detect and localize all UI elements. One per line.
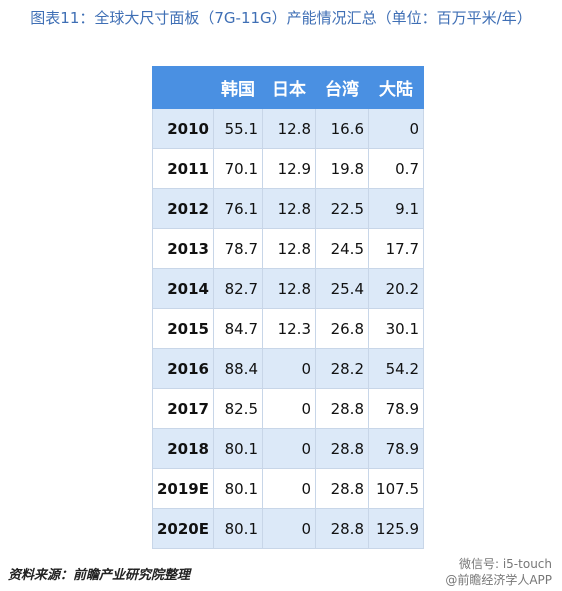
value-cell: 0 xyxy=(262,428,316,469)
data-table: 韩国 日本 台湾 大陆 2010 55.1 12.8 16.6 0 2011 70.1 12.9 19… xyxy=(152,66,424,549)
value-cell: 28.8 xyxy=(315,388,369,429)
value-cell: 12.8 xyxy=(262,108,316,149)
value-cell: 0 xyxy=(262,468,316,509)
year-cell: 2018 xyxy=(152,428,214,469)
value-cell: 55.1 xyxy=(213,108,263,149)
value-cell: 88.4 xyxy=(213,348,263,389)
column-header: 台湾 xyxy=(315,66,369,109)
title: 图表11：全球大尺寸面板（7G-11G）产能情况汇总（单位：百万平米/年） xyxy=(30,9,532,27)
value-cell: 107.5 xyxy=(368,468,424,509)
value-cell: 80.1 xyxy=(213,428,263,469)
value-cell: 25.4 xyxy=(315,268,369,309)
column-header: 大陆 xyxy=(368,66,424,109)
value-cell: 16.6 xyxy=(315,108,369,149)
year-cell: 2010 xyxy=(152,108,214,149)
value-cell: 54.2 xyxy=(368,348,424,389)
column-header: 韩国 xyxy=(213,66,263,109)
value-cell: 78.9 xyxy=(368,428,424,469)
table-row: 2014 82.7 12.8 25.4 20.2 xyxy=(152,268,424,309)
value-cell: 20.2 xyxy=(368,268,424,309)
value-cell: 26.8 xyxy=(315,308,369,349)
year-cell: 2013 xyxy=(152,228,214,269)
value-cell: 24.5 xyxy=(315,228,369,269)
watermark-line: 微信号: i5-touch xyxy=(458,557,552,571)
source-note: 资料来源：前瞻产业研究院整理 xyxy=(8,568,191,583)
corner-cell xyxy=(152,66,214,109)
value-cell: 22.5 xyxy=(315,188,369,229)
value-cell: 12.8 xyxy=(262,188,316,229)
value-cell: 0 xyxy=(262,388,316,429)
value-cell: 0 xyxy=(262,348,316,389)
value-cell: 70.1 xyxy=(213,148,263,189)
table-row: 2013 78.7 12.8 24.5 17.7 xyxy=(152,228,424,269)
value-cell: 28.8 xyxy=(315,508,369,549)
year-cell: 2011 xyxy=(152,148,214,189)
table-row: 2017 82.5 0 28.8 78.9 xyxy=(152,388,424,429)
table-row: 2020E 80.1 0 28.8 125.9 xyxy=(152,508,424,549)
year-cell: 2019E xyxy=(152,468,214,509)
table-row: 2019E 80.1 0 28.8 107.5 xyxy=(152,468,424,509)
value-cell: 82.7 xyxy=(213,268,263,309)
value-cell: 82.5 xyxy=(213,388,263,429)
table-row: 2018 80.1 0 28.8 78.9 xyxy=(152,428,424,469)
value-cell: 80.1 xyxy=(213,468,263,509)
watermark: 微信号: i5-touch @前瞻经济学人APP xyxy=(445,556,552,588)
value-cell: 12.9 xyxy=(262,148,316,189)
header-row: 韩国 日本 台湾 大陆 xyxy=(152,66,424,109)
value-cell: 12.8 xyxy=(262,228,316,269)
table-row: 2012 76.1 12.8 22.5 9.1 xyxy=(152,188,424,229)
year-cell: 2016 xyxy=(152,348,214,389)
value-cell: 78.7 xyxy=(213,228,263,269)
value-cell: 28.8 xyxy=(315,468,369,509)
watermark-line: @前瞻经济学人APP xyxy=(445,573,552,587)
value-cell: 28.8 xyxy=(315,428,369,469)
value-cell: 0 xyxy=(368,108,424,149)
value-cell: 84.7 xyxy=(213,308,263,349)
value-cell: 76.1 xyxy=(213,188,263,229)
value-cell: 125.9 xyxy=(368,508,424,549)
table-row: 2015 84.7 12.3 26.8 30.1 xyxy=(152,308,424,349)
value-cell: 17.7 xyxy=(368,228,424,269)
value-cell: 0.7 xyxy=(368,148,424,189)
year-cell: 2014 xyxy=(152,268,214,309)
value-cell: 12.3 xyxy=(262,308,316,349)
value-cell: 12.8 xyxy=(262,268,316,309)
value-cell: 9.1 xyxy=(368,188,424,229)
table-row: 2011 70.1 12.9 19.8 0.7 xyxy=(152,148,424,189)
year-cell: 2017 xyxy=(152,388,214,429)
column-header: 日本 xyxy=(262,66,316,109)
year-cell: 2020E xyxy=(152,508,214,549)
value-cell: 30.1 xyxy=(368,308,424,349)
table-row: 2016 88.4 0 28.2 54.2 xyxy=(152,348,424,389)
year-cell: 2015 xyxy=(152,308,214,349)
table-row: 2010 55.1 12.8 16.6 0 xyxy=(152,108,424,149)
value-cell: 0 xyxy=(262,508,316,549)
value-cell: 80.1 xyxy=(213,508,263,549)
year-cell: 2012 xyxy=(152,188,214,229)
value-cell: 19.8 xyxy=(315,148,369,189)
value-cell: 28.2 xyxy=(315,348,369,389)
value-cell: 78.9 xyxy=(368,388,424,429)
